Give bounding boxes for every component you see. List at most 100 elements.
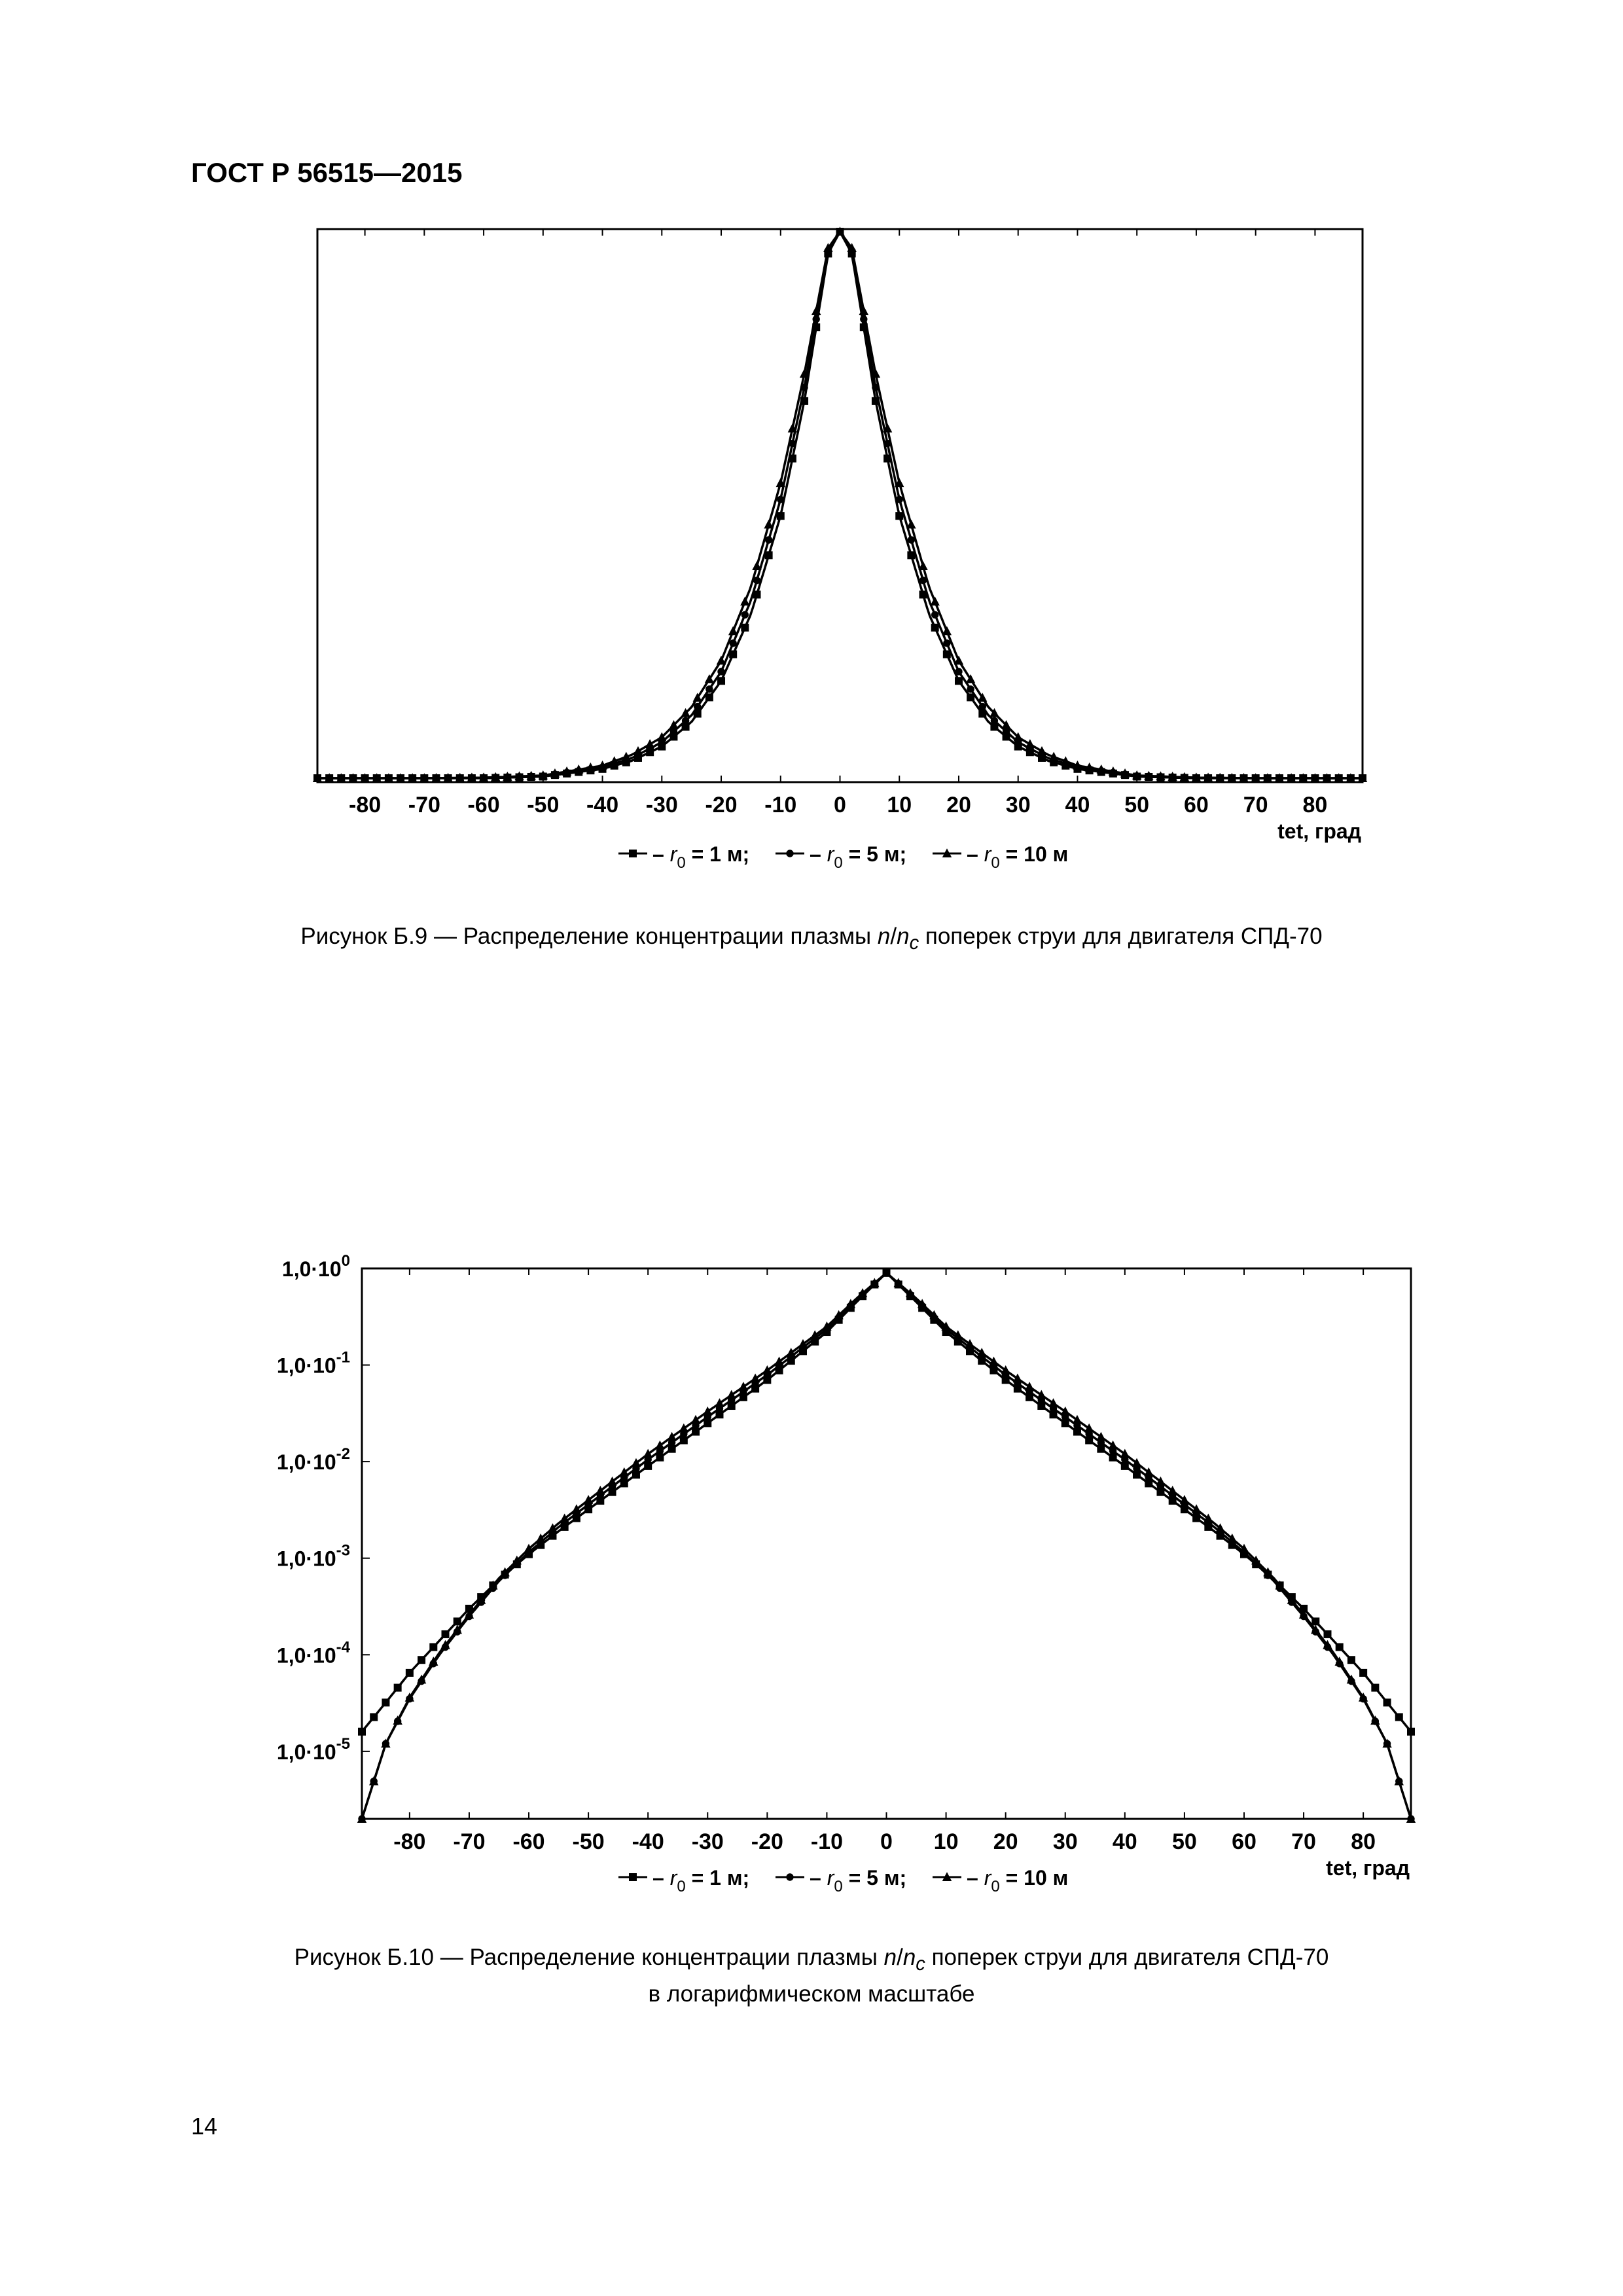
series-3-point [1287,1594,1297,1604]
series-3-point [917,1299,927,1308]
legend-label-3: – r0 = 10 м [967,842,1068,872]
series-3-point [1191,772,1202,782]
series-3-point [571,1504,582,1514]
series-3-point [431,773,441,782]
series-3-point [348,773,358,782]
series-3-point [715,1398,724,1408]
series-3-point [1144,1467,1154,1477]
series-1-point [1335,1643,1344,1651]
series-3-point [929,1310,939,1319]
series-3-point [1179,772,1189,781]
x-tick-label: -30 [692,1829,724,1854]
chart-linear-distribution: -80 -70 -60 -50 -40 -30 -20 -10 0 10 20 30 40 50 60 70 8… [312,226,1368,872]
series-3-point [750,1373,760,1383]
series-3-point [1227,772,1237,782]
series-3-point [1108,1440,1118,1450]
series-2-point [753,577,761,584]
y-tick-label: 1,0·10-3 [277,1542,350,1571]
series-3-point [1048,1398,1058,1408]
x-tick-label: -80 [349,793,381,817]
series-3-point [372,773,382,782]
series-3-point [1001,1365,1010,1374]
legend-label-1: – r0 = 1 м; [652,1866,749,1895]
series-1-point [727,1402,736,1410]
series-3-point [882,1267,891,1277]
series-3-point [464,1609,474,1619]
series-3-point [776,478,785,488]
series-3-point [1322,773,1332,782]
x-tick-label: 40 [1113,1829,1137,1854]
series-3-point [621,751,632,761]
series-1-point [729,650,738,658]
series-1-point [358,1727,366,1736]
series-3-point [1108,766,1118,776]
series-3-point [1084,1423,1094,1433]
figure2-caption-line1: Рисунок Б.10 — Распределение концентраци… [0,1943,1623,1979]
series-1-point [776,512,785,520]
series-2-point [717,668,725,675]
x-tick-label: 0 [834,793,846,817]
series-3-point [1012,1373,1023,1383]
series-3-point [419,773,429,782]
series-3-point [1024,1382,1035,1391]
series-3-point [407,773,418,782]
series-3-point [1191,1504,1202,1514]
document-header: ГОСТ Р 56515—2015 [191,157,463,188]
series-3-point [1239,773,1249,782]
series-3-point [1286,773,1296,782]
series-3-point [560,1513,569,1523]
series-3-point [1310,773,1320,782]
figure2-caption-line2: в логарифмическом масштабе [648,1981,975,2007]
x-tick-label: -10 [764,793,796,817]
series-3-point [550,768,560,778]
series-3-point [823,243,833,253]
series-3-point [657,732,667,742]
x-tick-label: 0 [880,1829,893,1854]
series-3-point [1120,1448,1130,1458]
series-3-point [597,760,607,770]
legend-marker-3 [942,848,952,857]
series-1-point [1311,1617,1320,1626]
series-3-point [596,1485,605,1495]
series-1-point [1037,1402,1046,1410]
series-1-point [632,1471,640,1479]
series-3-point [443,772,453,782]
series-3-point [609,756,619,766]
series-3-point [835,226,845,236]
series-2-point [777,495,785,503]
legend-marker-1 [629,1873,637,1881]
figure1-caption-suffix: поперек струи для двигателя СПД-70 [919,924,1323,949]
series-1-point [441,1630,450,1638]
figure2-caption-prefix: Рисунок Б.10 — Распределение концентраци… [294,1945,884,1970]
series-1-point [717,677,726,685]
x-tick-label: 70 [1243,793,1268,817]
series-3-point [667,1431,677,1441]
series-3-point [488,1580,498,1590]
figure1-caption-prefix: Рисунок Б.9 — Распределение концентрации… [300,924,878,949]
series-3-point [954,655,964,665]
series-3-point [526,770,536,780]
series-3-point [1203,772,1213,782]
series-1-point [942,650,951,658]
x-tick-label: 50 [1124,793,1149,817]
figure2-caption-nc: n [902,1945,916,1970]
series-3-point [395,773,406,782]
y-tick-label: 1,0·10-5 [277,1735,350,1764]
series-2-point [741,611,749,619]
series-3-point [369,1776,379,1785]
series-1-point [978,709,987,718]
x-tick-label: -30 [646,793,678,817]
series-3-point [1073,760,1082,770]
series-3-point [834,1310,844,1319]
x-tick-label: 30 [1053,1829,1078,1854]
series-3-point [1357,773,1368,782]
series-3-point [631,1458,641,1467]
series-3-point [942,626,952,636]
series-1-point [739,1393,747,1401]
series-3-point [857,1288,868,1297]
series-3-point [1251,1555,1261,1565]
series-3-point [538,770,548,780]
y-tick-label: 1,0·10-1 [277,1349,350,1378]
series-1-point [1156,1488,1165,1496]
figure2-caption-n: n [883,1945,897,1970]
